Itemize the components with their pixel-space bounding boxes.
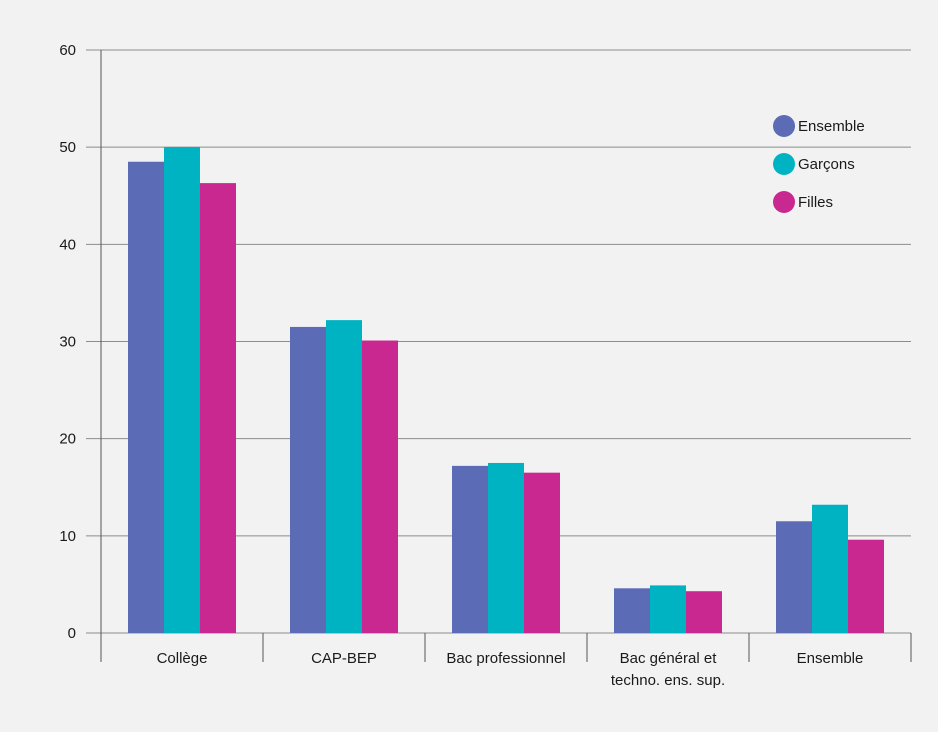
- bar: [650, 585, 686, 633]
- bar: [290, 326, 326, 633]
- bar: [164, 147, 200, 633]
- bar: [686, 591, 722, 633]
- bar: [200, 183, 236, 633]
- legend-swatch: [773, 153, 795, 175]
- x-category-label: Bac professionnel: [446, 650, 565, 667]
- y-tick-label: 50: [59, 139, 76, 156]
- axes: 0 10 20 30 40 50 60: [59, 42, 912, 662]
- y-tick-label: 0: [68, 625, 76, 642]
- category-labels: Collège CAP-BEP Bac professionnel Bac génér…: [157, 650, 864, 689]
- y-tick-label: 30: [59, 334, 76, 351]
- bar: [488, 462, 524, 633]
- x-category-label: CAP-BEP: [311, 650, 377, 667]
- legend-swatch: [773, 191, 795, 213]
- bars: [128, 147, 884, 633]
- bar: [812, 504, 848, 633]
- legend: Ensemble Garçons Filles: [773, 115, 865, 213]
- x-category-label: Collège: [157, 650, 208, 667]
- legend-swatch: [773, 115, 795, 137]
- bar: [362, 340, 398, 633]
- legend-label: Garçons: [798, 156, 855, 173]
- y-tick-label: 20: [59, 431, 76, 448]
- legend-label: Filles: [798, 194, 833, 211]
- x-category-label: Ensemble: [797, 650, 864, 667]
- bar: [326, 320, 362, 633]
- bar: [848, 539, 884, 633]
- legend-label: Ensemble: [798, 118, 865, 135]
- bar: [524, 472, 560, 633]
- bar: [128, 161, 164, 633]
- x-category-label: Bac général et: [620, 650, 718, 667]
- bar: [452, 465, 488, 633]
- bar: [614, 588, 650, 633]
- bar: [776, 521, 812, 633]
- y-tick-label: 10: [59, 528, 76, 545]
- x-category-label: techno. ens. sup.: [611, 672, 725, 689]
- y-tick-label: 60: [59, 42, 76, 59]
- y-tick-label: 40: [59, 236, 76, 253]
